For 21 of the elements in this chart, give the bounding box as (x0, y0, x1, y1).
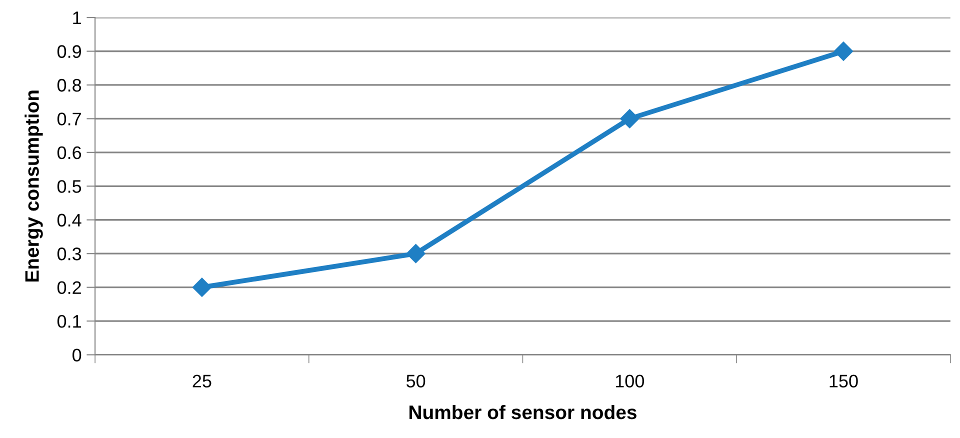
y-axis-title: Energy consumption (24, 90, 43, 282)
x-tick-label: 50 (406, 374, 426, 388)
y-tick-label: 0.7 (57, 112, 81, 126)
y-tick-label: 0 (72, 348, 82, 362)
point (834, 42, 854, 61)
y-tick-label: 0.3 (57, 248, 82, 260)
y-tick-label: 0.6 (57, 146, 82, 160)
y-tick-label: 0.8 (57, 78, 82, 92)
point (192, 278, 212, 297)
x-axis-title: Number of sensor nodes (410, 404, 636, 420)
x-tick-label: 100 (616, 374, 644, 388)
point (406, 244, 426, 264)
y-tick-label: 0.9 (57, 45, 81, 58)
y-tick-label: 0.5 (57, 180, 82, 193)
x-tick-label: 150 (830, 374, 858, 388)
y-tick-label: 0.1 (57, 314, 81, 328)
point (620, 109, 640, 128)
x-tick-label: 25 (192, 374, 212, 388)
y-tick-label: 0.4 (57, 214, 82, 227)
y-tick-label: 0.2 (57, 281, 81, 294)
y-tick-label: 1 (73, 12, 81, 24)
